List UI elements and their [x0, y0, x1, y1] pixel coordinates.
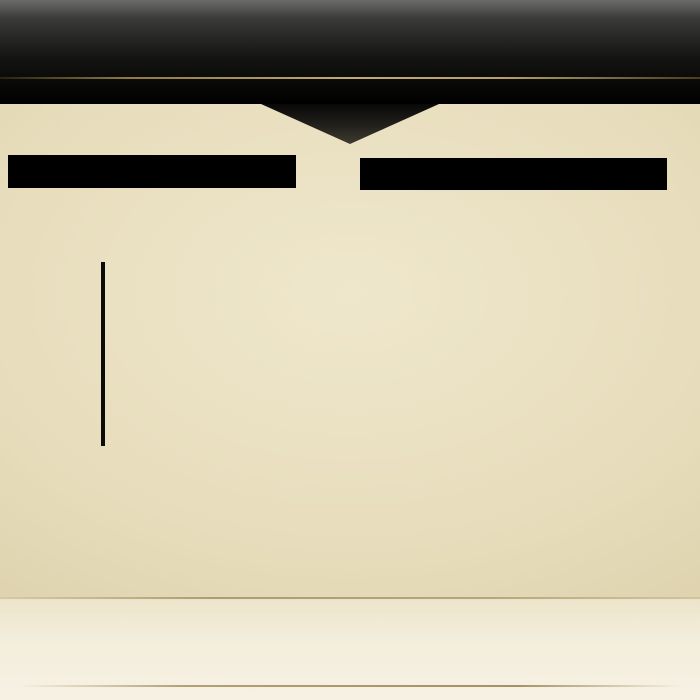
gold-divider-line: [0, 77, 700, 79]
pie-chart: [390, 198, 620, 428]
section-divider-line: [0, 597, 700, 599]
header-banner: [0, 0, 700, 104]
header-title: [0, 0, 700, 78]
arrow-down-icon: [261, 104, 439, 144]
callout-section: [0, 485, 700, 493]
footer-gold-line: [18, 685, 682, 687]
pie-chart-question-label: [360, 158, 667, 190]
bar-chart-question-label: [8, 155, 296, 188]
footer-band: [0, 599, 700, 700]
bar-chart-axis: [101, 262, 105, 446]
bar-chart: [0, 255, 360, 455]
